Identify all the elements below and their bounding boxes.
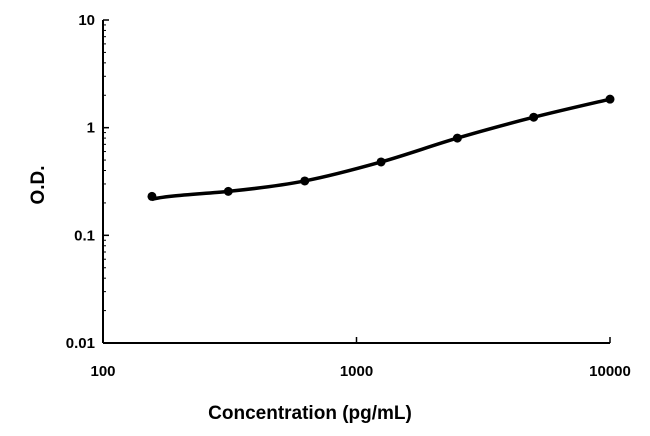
- data-point: [529, 112, 539, 122]
- y-tick-label: 10: [78, 12, 95, 29]
- axes: [102, 19, 611, 344]
- tick-labels: 0.01 0.1 1 10 100 1000 10000: [66, 12, 631, 380]
- y-tick-label: 0.01: [66, 335, 95, 352]
- x-axis-label: Concentration (pg/mL): [208, 403, 412, 424]
- data-point: [605, 94, 615, 104]
- x-tick-label: 1000: [340, 363, 373, 380]
- y-tick-label: 0.1: [74, 227, 95, 244]
- data-point: [376, 157, 386, 167]
- data-point: [223, 186, 233, 196]
- data-point: [147, 191, 157, 201]
- data-point: [300, 176, 310, 186]
- data-point: [452, 133, 462, 143]
- y-axis-label: O.D.: [28, 165, 49, 204]
- y-tick-label: 1: [87, 120, 95, 137]
- data-points: [147, 94, 615, 201]
- x-tick-label: 10000: [589, 363, 631, 380]
- series-line: [151, 97, 611, 202]
- x-tick-label: 100: [90, 363, 115, 380]
